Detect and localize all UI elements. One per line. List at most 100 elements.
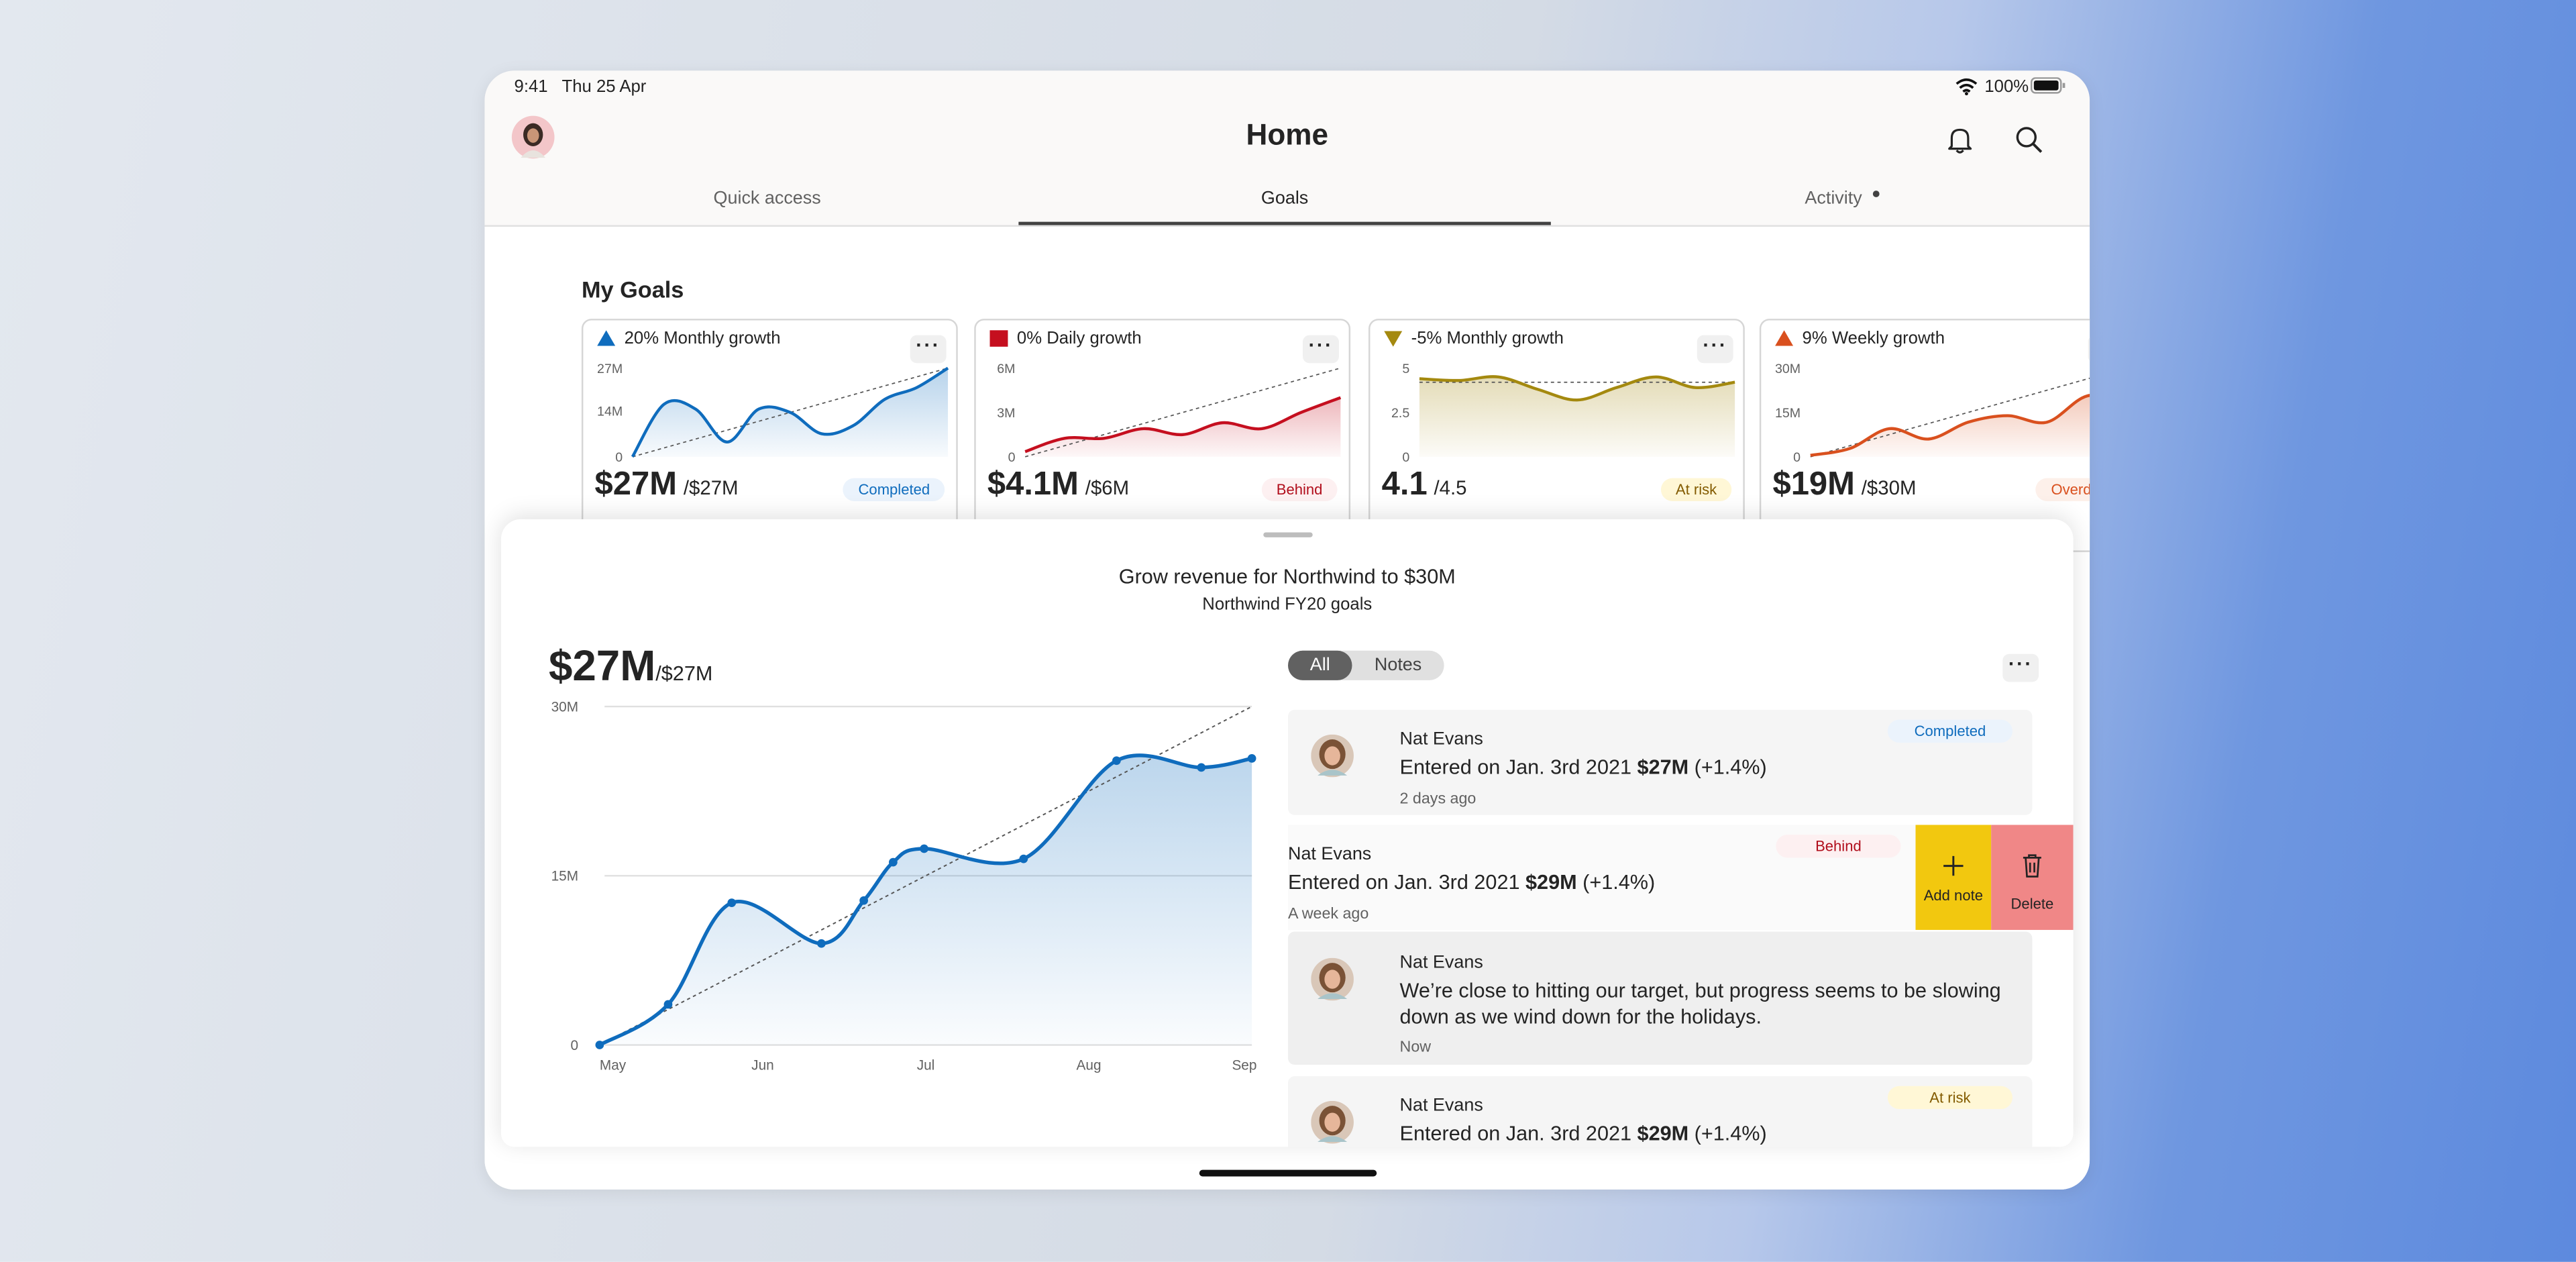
- entry-time: 2 days ago: [1399, 790, 1477, 808]
- activity-content: Nat Evans Entered on Jan. 3rd 2021 $29M (…: [1288, 825, 1921, 930]
- status-badge: At risk: [1660, 478, 1732, 501]
- goal-icon: [1384, 331, 1403, 347]
- status-badge: Overdue: [2036, 478, 2090, 501]
- goal-value-row: $19M/$30M: [1772, 467, 1916, 505]
- activity-item[interactable]: Nat Evans Entered on Jan. 3rd 2021 $29M (…: [1288, 825, 2074, 931]
- more-button[interactable]: ···: [910, 335, 947, 364]
- more-button[interactable]: ···: [1697, 335, 1733, 364]
- section-title: My Goals: [581, 276, 684, 303]
- filter-selected[interactable]: All: [1288, 650, 1352, 680]
- user-avatar[interactable]: [511, 115, 555, 159]
- tab[interactable]: Activity: [1805, 189, 1862, 209]
- point: [1247, 754, 1256, 763]
- status-badge: Behind: [1776, 835, 1901, 858]
- goal-card[interactable]: 0% Daily growth ··· 0 3M 6M $4.1M/$6M Behind: [974, 319, 1351, 552]
- entry-label: Entered on Jan. 3rd 2021: [1288, 870, 1526, 894]
- more-button[interactable]: ···: [2088, 335, 2090, 364]
- delete-action[interactable]: Delete: [1991, 825, 2074, 931]
- plus-icon: [1943, 855, 1964, 876]
- more-button[interactable]: ···: [2002, 653, 2039, 682]
- goal-title: 9% Weekly growth: [1802, 328, 1945, 349]
- goal-card[interactable]: 20% Monthly growth ··· 0 14M 27M $27M/$27M Com…: [581, 319, 958, 552]
- entry-time: A week ago: [1288, 905, 1369, 924]
- person-avatar: [1311, 1100, 1354, 1144]
- goal-card[interactable]: 9% Weekly growth ··· 0 15M 30M $19M/$30M Overd…: [1759, 319, 2090, 552]
- y-tick-label: 0: [1402, 450, 1409, 465]
- person-name: Nat Evans: [1399, 953, 1483, 973]
- person-name: Nat Evans: [1399, 729, 1483, 749]
- entry-change: (+1.4%): [1688, 1122, 1767, 1145]
- goal-icon: [597, 330, 616, 346]
- filter[interactable]: Notes: [1374, 655, 1422, 676]
- detail-sheet: Grow revenue for Northwind to $30M North…: [500, 519, 2074, 1147]
- line: [1419, 375, 1735, 402]
- activity-content: Nat Evans We’re close to hitting our targ…: [1288, 932, 2032, 1065]
- entry-time: Now: [1399, 1038, 1432, 1057]
- goal-icon-shape: [1384, 331, 1403, 347]
- entry-text: Entered on Jan. 3rd 2021 $29M (+1.4%): [1288, 871, 1655, 894]
- area: [599, 755, 1252, 1045]
- status-badge: Completed: [1887, 719, 2013, 743]
- status-badge: Completed: [843, 478, 945, 501]
- entry-text: Entered on Jan. 3rd 2021 $27M (+1.4%): [1400, 756, 1767, 779]
- sheet-title: Grow revenue for Northwind to $30M: [1118, 565, 1456, 588]
- goal-chart: 0 15M 30M: [1775, 362, 2090, 465]
- activity-item[interactable]: Nat Evans We’re close to hitting our targ…: [1288, 931, 2033, 1065]
- tab[interactable]: Quick access: [713, 189, 821, 209]
- more-button[interactable]: ···: [1303, 335, 1339, 364]
- goal-value: $27M: [594, 466, 678, 503]
- goal-value: 4.1: [1381, 466, 1428, 503]
- add-note-action[interactable]: Add note: [1915, 825, 1992, 931]
- y-tick-label: 0: [570, 1038, 578, 1053]
- goal-value: $19M: [1772, 466, 1855, 503]
- point: [889, 857, 898, 867]
- point: [1112, 756, 1121, 766]
- activity-item[interactable]: Nat Evans Entered on Jan. 3rd 2021 $29M (…: [1288, 1076, 2033, 1147]
- plus: [1943, 855, 1964, 876]
- point: [1019, 854, 1028, 863]
- goal-value-row: $4.1M/$6M: [987, 467, 1129, 505]
- point: [920, 844, 928, 853]
- entry-amount: $29M: [1525, 870, 1577, 894]
- avatar-body: [1318, 1136, 1348, 1143]
- tab-selected[interactable]: Goals: [1260, 189, 1309, 209]
- line: [631, 366, 949, 458]
- person-name: Nat Evans: [1399, 1096, 1483, 1116]
- x-tick-label: Sep: [1232, 1057, 1256, 1073]
- y-tick-label: 30M: [1775, 362, 1801, 376]
- goal-icon-shape: [989, 330, 1008, 347]
- trash-icon: [2023, 854, 2041, 878]
- x-tick-label: May: [600, 1057, 627, 1073]
- line: [1024, 396, 1342, 454]
- status-badge: Behind: [1261, 478, 1338, 501]
- activity-item[interactable]: Nat Evans Entered on Jan. 3rd 2021 $27M (…: [1288, 709, 2033, 815]
- sheet-handle[interactable]: [1263, 532, 1313, 537]
- area: [1419, 376, 1735, 457]
- search-button[interactable]: [2014, 125, 2043, 154]
- goal-title: 0% Daily growth: [1016, 328, 1142, 349]
- x-tick-label: Aug: [1077, 1057, 1102, 1073]
- goal-value: $4.1M: [987, 466, 1079, 503]
- area: [1025, 397, 1341, 457]
- person-avatar: [1311, 957, 1354, 1001]
- entry-text: Entered on Jan. 3rd 2021 $29M (+1.4%): [1400, 1122, 1767, 1145]
- goal-target: /$30M: [1861, 476, 1917, 500]
- y-tick-label: 27M: [597, 362, 623, 376]
- y-tick-label: 0: [615, 450, 623, 465]
- person-avatar: [1311, 734, 1354, 778]
- tab-indicator: [1018, 221, 1551, 225]
- status-time: 9:41: [514, 77, 548, 97]
- line: [1810, 394, 2090, 457]
- goal-chart: 02.55: [1391, 362, 1735, 465]
- action-label: Add note: [1923, 887, 1983, 904]
- avatar-body: [1318, 770, 1348, 776]
- y-tick-label: 2.5: [1391, 406, 1409, 421]
- target-line: [1024, 367, 1341, 458]
- goal-icon: [1775, 330, 1794, 346]
- target-line: [599, 706, 1252, 1046]
- goal-card[interactable]: -5% Monthly growth ··· 0 2.5 5 4.1/4.5 At risk: [1368, 319, 1745, 552]
- point: [859, 896, 869, 905]
- sheet-subtitle: Northwind FY20 goals: [1202, 594, 1373, 615]
- notifications-button[interactable]: [1945, 125, 1975, 154]
